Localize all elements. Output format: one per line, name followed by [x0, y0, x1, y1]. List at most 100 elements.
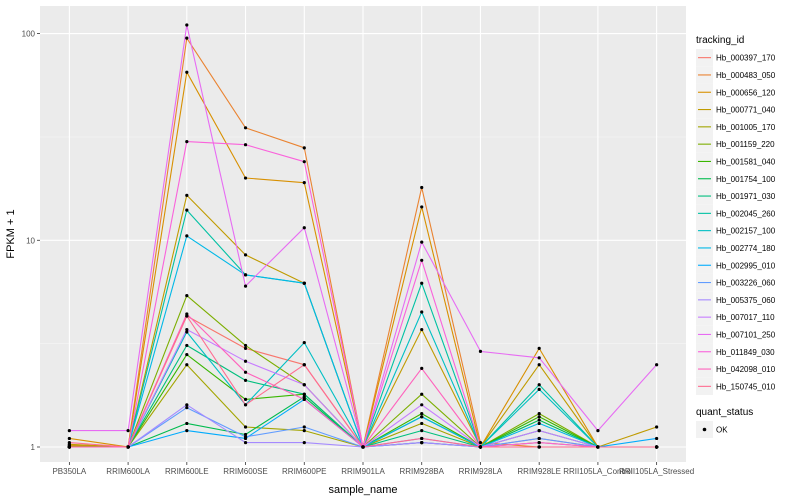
data-point	[537, 363, 541, 367]
data-point	[302, 441, 306, 445]
legend-item: Hb_000656_120	[696, 83, 776, 101]
data-point	[67, 445, 71, 449]
x-tick-label: RRIM928LA	[459, 467, 503, 476]
legend-item: Hb_002774_180	[696, 239, 776, 257]
shape-legend-title: quant_status	[696, 407, 753, 418]
data-point	[185, 406, 189, 410]
data-point	[537, 356, 541, 360]
data-point	[243, 378, 248, 382]
data-point	[596, 429, 600, 433]
data-point	[243, 441, 248, 445]
shape-legend-point	[702, 427, 707, 432]
legend-item: Hb_000483_050	[696, 66, 776, 84]
x-tick-label: RRIM901LA	[341, 467, 385, 476]
data-point	[185, 429, 189, 433]
data-point	[185, 421, 189, 426]
legend-label: Hb_005375_060	[716, 296, 776, 305]
legend-label: Hb_007017_110	[716, 313, 775, 322]
data-point	[537, 421, 541, 426]
x-axis: PB350LA RRIM600LA RRIM600LE RRIM600SE RRIM60…	[52, 462, 694, 476]
y-tick-label: 10	[26, 236, 35, 245]
legend-label: Hb_001754_100	[716, 175, 776, 184]
data-point	[126, 445, 130, 449]
data-point	[243, 284, 248, 288]
data-point	[302, 146, 306, 150]
data-point	[420, 441, 424, 445]
data-point	[126, 429, 130, 433]
legend-label: Hb_002045_260	[716, 209, 776, 218]
data-point	[655, 436, 659, 441]
data-point	[243, 435, 248, 439]
legend-label: Hb_042098_010	[716, 365, 776, 374]
legend-item: Hb_003226_060	[696, 273, 776, 292]
data-point	[537, 441, 541, 445]
legend-title: tracking_id	[696, 35, 744, 46]
data-point	[655, 425, 659, 429]
x-tick-label: RRIM600LA	[106, 467, 150, 476]
data-point	[537, 415, 541, 419]
data-point	[185, 293, 189, 298]
x-tick-label: RRIM600LE	[165, 467, 209, 476]
legend-item: Hb_001971_030	[696, 187, 776, 205]
x-tick-label: RRII105LA_Stressed	[619, 467, 694, 476]
data-point	[185, 352, 189, 357]
legend-label: Hb_000656_120	[716, 88, 776, 97]
data-point	[596, 445, 600, 449]
data-point	[243, 359, 248, 363]
data-point	[420, 366, 424, 371]
data-point	[302, 226, 306, 230]
legend-item: Hb_002157_100	[696, 222, 776, 240]
data-point	[185, 314, 189, 318]
legend-item: Hb_001159_220	[696, 135, 775, 153]
data-point	[302, 363, 306, 367]
legend-item: Hb_000397_170	[696, 49, 776, 67]
x-tick-label: RRIM928BA	[399, 467, 444, 476]
data-point	[420, 327, 424, 332]
shape-legend-label: OK	[716, 426, 728, 435]
legend-item: Hb_005375_060	[696, 291, 776, 309]
series-points	[67, 23, 659, 449]
data-point	[420, 436, 424, 441]
data-point	[420, 205, 424, 209]
shape-legend: quant_status OK	[696, 407, 753, 438]
x-tick-label: RRIM600PE	[282, 467, 326, 476]
y-axis: 1 10 100	[22, 30, 40, 452]
y-axis-title: FPKM + 1	[5, 209, 17, 258]
data-point	[302, 340, 306, 345]
legend-item: Hb_011849_030	[696, 343, 775, 361]
legend-label: Hb_001005_170	[716, 123, 776, 132]
data-point	[185, 70, 189, 74]
data-point	[185, 140, 189, 144]
data-point	[243, 273, 248, 277]
data-point	[243, 126, 248, 130]
data-point	[67, 441, 71, 445]
data-point	[243, 425, 248, 429]
legend: tracking_id Hb_000397_170 Hb_000483_050 Hb…	[696, 35, 776, 395]
data-point	[243, 143, 248, 147]
legend-item: Hb_002995_010	[696, 256, 776, 274]
legend-item: Hb_001005_170	[696, 118, 776, 136]
data-point	[243, 346, 248, 350]
legend-label: Hb_000483_050	[716, 71, 776, 80]
data-point	[185, 193, 189, 197]
data-point	[537, 383, 541, 387]
legend-item: Hb_002045_260	[696, 204, 776, 222]
legend-label: Hb_001971_030	[716, 192, 776, 201]
data-point	[537, 387, 541, 391]
legend-item: Hb_000771_040	[696, 100, 776, 119]
data-point	[537, 445, 541, 449]
data-point	[420, 403, 424, 407]
data-point	[302, 383, 306, 387]
data-point	[185, 363, 189, 367]
legend-item: Hb_007101_250	[696, 325, 776, 344]
data-point	[67, 436, 71, 441]
data-point	[537, 429, 541, 433]
x-tick-label: RRII105LA_Control	[563, 467, 633, 476]
data-point	[243, 343, 248, 348]
data-point	[243, 403, 248, 407]
data-point	[655, 363, 659, 367]
data-point	[67, 429, 71, 433]
legend-item: Hb_001581_040	[696, 152, 776, 171]
data-point	[302, 397, 306, 401]
data-point	[420, 185, 424, 190]
